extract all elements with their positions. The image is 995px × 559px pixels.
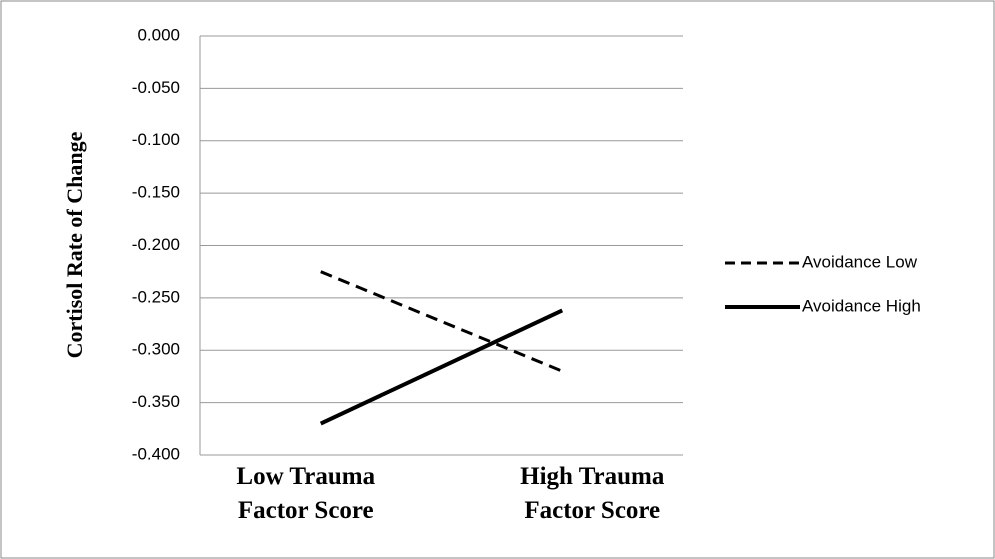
y-tick-label: -0.200 — [132, 235, 180, 254]
y-tick-label: -0.350 — [132, 392, 180, 411]
x-tick-label: Low Trauma Factor Score — [236, 463, 376, 524]
y-axis-label: Cortisol Rate of Change — [62, 131, 87, 358]
series-line — [320, 270, 563, 373]
y-tick-label: -0.150 — [132, 183, 180, 202]
y-tick-label: -0.100 — [132, 130, 180, 149]
legend-label: Avoidance Low — [802, 252, 918, 271]
y-tick-label: -0.300 — [132, 340, 180, 359]
y-tick-label: 0.000 — [137, 25, 180, 44]
y-tick-label: -0.250 — [132, 287, 180, 306]
x-tick-label: High Trauma Factor Score — [520, 463, 665, 524]
legend-label: Avoidance High — [802, 296, 921, 315]
y-tick-label: -0.050 — [132, 78, 180, 97]
series-line — [319, 308, 564, 426]
y-tick-label: -0.400 — [132, 444, 180, 463]
